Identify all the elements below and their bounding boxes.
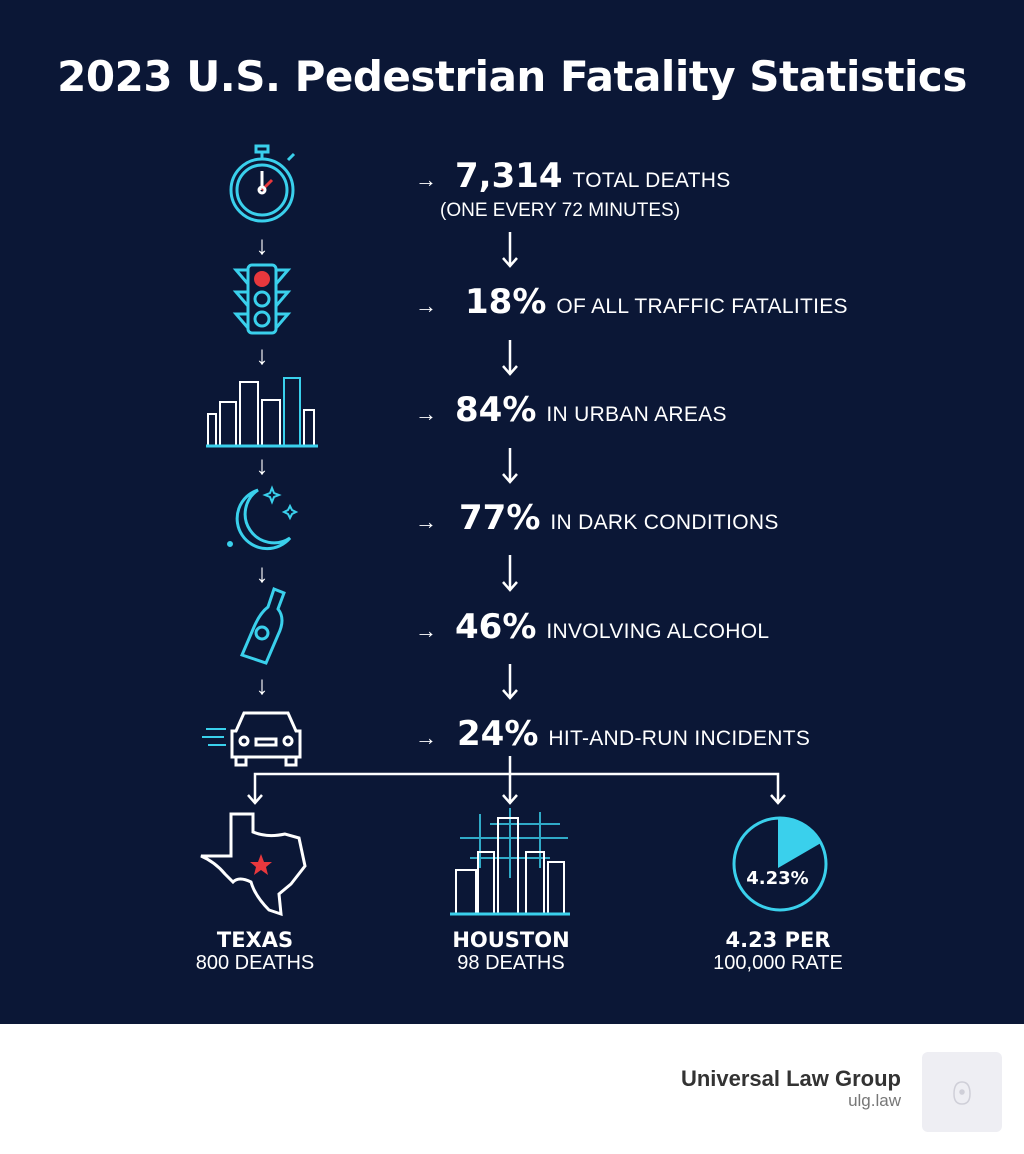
stopwatch-icon bbox=[229, 144, 296, 223]
down-arrow-icon: ↓ bbox=[255, 450, 269, 480]
stat-row-urban: → 84% IN URBAN AREAS bbox=[415, 390, 727, 430]
stat-value: 84% bbox=[455, 390, 537, 430]
city-buildings-icon bbox=[206, 377, 318, 448]
rate-stat: 4.23 PER 100,000 RATE bbox=[658, 928, 898, 975]
stat-label: IN URBAN AREAS bbox=[546, 403, 727, 426]
stat-sub: 100,000 RATE bbox=[713, 952, 843, 974]
logo-icon bbox=[953, 1081, 971, 1105]
right-arrow-icon: → bbox=[415, 293, 437, 318]
stat-value: 77% bbox=[459, 498, 541, 538]
texas-map-icon bbox=[200, 812, 307, 917]
traffic-light-icon bbox=[232, 263, 292, 335]
down-arrow-icon: ↓ bbox=[255, 340, 269, 370]
stat-row-dark: → 77% IN DARK CONDITIONS bbox=[415, 498, 779, 538]
stat-row-hit-and-run: → 24% HIT-AND-RUN INCIDENTS bbox=[415, 714, 810, 754]
houston-stat: HOUSTON 98 DEATHS bbox=[391, 928, 631, 975]
pie-label: 4.23% bbox=[746, 868, 809, 889]
stat-title: TEXAS bbox=[216, 928, 294, 952]
stat-value: 46% bbox=[455, 607, 537, 647]
pie-rate-icon bbox=[732, 816, 828, 912]
page-title: 2023 U.S. Pedestrian Fatality Statistics bbox=[57, 52, 967, 101]
stat-value: 7,314 bbox=[455, 156, 563, 196]
brand-logo bbox=[922, 1052, 1002, 1132]
stat-label: INVOLVING ALCOHOL bbox=[546, 620, 770, 643]
stat-label: OF ALL TRAFFIC FATALITIES bbox=[556, 295, 848, 318]
footer-url[interactable]: ulg.law bbox=[848, 1091, 901, 1110]
right-arrow-icon: → bbox=[415, 618, 437, 643]
stat-sub: 800 DEATHS bbox=[195, 952, 315, 974]
down-arrow-icon: ↓ bbox=[255, 558, 269, 588]
stat-row-total-deaths: → 7,314 TOTAL DEATHS bbox=[415, 156, 731, 196]
stat-value: 24% bbox=[457, 714, 539, 754]
moon-stars-icon bbox=[227, 485, 299, 551]
right-arrow-icon: → bbox=[415, 167, 437, 192]
right-arrow-icon: → bbox=[415, 509, 437, 534]
right-arrow-icon: → bbox=[415, 725, 437, 750]
footer-brand-name: Universal Law Group bbox=[680, 1066, 901, 1091]
houston-skyline-icon bbox=[450, 808, 570, 916]
stat-sub: 98 DEATHS bbox=[457, 952, 565, 974]
stat-value: 18% bbox=[465, 282, 547, 322]
stat-label: HIT-AND-RUN INCIDENTS bbox=[548, 727, 811, 750]
stat-row-traffic: → 18% OF ALL TRAFFIC FATALITIES bbox=[415, 282, 848, 322]
stat-sublabel: (ONE EVERY 72 MINUTES) bbox=[440, 200, 681, 221]
stat-title: 4.23 PER bbox=[725, 928, 831, 952]
right-arrow-icon: → bbox=[415, 401, 437, 426]
stat-title: HOUSTON bbox=[452, 928, 570, 952]
infographic-panel: 2023 U.S. Pedestrian Fatality Statistics… bbox=[0, 0, 1024, 1024]
bottle-icon bbox=[239, 587, 286, 665]
car-icon bbox=[202, 711, 302, 767]
down-arrow-icon: ↓ bbox=[255, 230, 269, 260]
stat-row-alcohol: → 46% INVOLVING ALCOHOL bbox=[415, 607, 769, 647]
stat-label: IN DARK CONDITIONS bbox=[550, 511, 779, 534]
down-arrow-icon: ↓ bbox=[255, 670, 269, 700]
texas-stat: TEXAS 800 DEATHS bbox=[135, 928, 375, 975]
connector-lines bbox=[247, 232, 786, 805]
stat-label: TOTAL DEATHS bbox=[572, 169, 731, 192]
